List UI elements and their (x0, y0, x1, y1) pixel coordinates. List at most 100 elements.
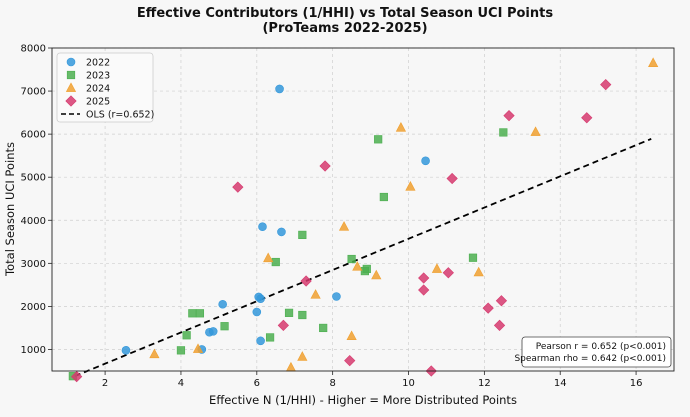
data-point-2024 (530, 126, 541, 136)
data-point-2022 (218, 299, 227, 309)
data-point-2025 (277, 319, 289, 331)
data-point-2024 (405, 181, 416, 191)
data-point-2023 (188, 309, 197, 318)
x-tick-label: 16 (630, 378, 643, 389)
data-point-2022 (258, 222, 267, 232)
data-point-2023 (176, 346, 186, 355)
data-point-2024 (352, 261, 363, 271)
stats-box: Pearson r = 0.652 (p<0.001) Spearman rho… (514, 336, 672, 368)
plot-frame (51, 47, 675, 372)
data-point-2025 (581, 112, 593, 124)
data-point-2025 (446, 172, 458, 185)
legend-label: 2023 (86, 71, 110, 82)
data-point-2023 (319, 323, 328, 333)
chart-title: Effective Contributors (1/HHI) vs Total … (137, 6, 553, 21)
data-point-2025 (418, 284, 430, 296)
y-tick-label: 1000 (21, 345, 46, 356)
chart-subtitle: (ProTeams 2022-2025) (262, 21, 427, 36)
data-point-2023 (298, 310, 307, 320)
y-tick-label: 7000 (21, 87, 46, 98)
data-point-2024 (473, 266, 484, 277)
legend-label: 2025 (86, 97, 110, 108)
legend-label: 2024 (86, 84, 110, 95)
data-point-2025 (300, 275, 312, 287)
y-axis-label: Total Season UCI Points (3, 142, 17, 277)
legend-marker-2024 (65, 82, 77, 92)
stats-box-frame (521, 336, 672, 368)
data-point-2024 (310, 289, 321, 299)
data-point-2023 (374, 135, 383, 144)
y-tick-label: 3000 (21, 259, 46, 270)
data-point-2024 (263, 252, 274, 263)
data-point-2023 (265, 333, 275, 342)
data-point-2025 (71, 370, 83, 383)
data-point-2025 (442, 267, 454, 279)
data-point-2024 (431, 263, 443, 273)
x-tick-label: 8 (329, 378, 335, 389)
x-tick-label: 4 (178, 378, 184, 389)
legend-label: 2022 (86, 58, 110, 69)
legend-label: OLS (r=0.652) (86, 110, 154, 121)
grid-lines (52, 47, 674, 371)
data-point-2023 (195, 309, 205, 318)
spearman-stat: Spearman rho = 0.642 (p<0.001) (514, 354, 666, 364)
data-point-2025 (600, 78, 612, 91)
data-point-2023 (298, 230, 307, 240)
data-point-2022 (252, 307, 262, 317)
data-point-2023 (347, 254, 356, 264)
legend-marker-2022 (66, 57, 76, 67)
data-point-2025 (232, 181, 244, 193)
data-point-2023 (284, 308, 294, 317)
y-tick-label: 4000 (21, 216, 46, 227)
x-tick-label: 2 (102, 378, 108, 389)
y-tick-label: 6000 (21, 130, 46, 141)
data-point-2024 (648, 57, 659, 67)
y-tick-label: 5000 (21, 173, 46, 184)
data-point-2025 (503, 109, 515, 122)
axis-ticks: 2 4 6 8 10 12 14 16 1000 2000 3000 4000 5000 6000 7000… (21, 44, 643, 390)
x-axis-label: Effective N (1/HHI) - Higher = More Dist… (209, 393, 517, 407)
data-point-2024 (297, 351, 308, 361)
data-point-2024 (192, 343, 204, 353)
data-point-2022 (277, 227, 286, 237)
data-point-2023 (499, 128, 508, 137)
data-point-2025 (344, 355, 356, 367)
data-point-2024 (338, 221, 350, 231)
data-point-2024 (395, 122, 407, 132)
data-point-2022 (275, 84, 284, 94)
data-point-2025 (495, 295, 508, 307)
plot-area (52, 48, 674, 371)
data-point-2024 (371, 269, 382, 280)
y-tick-label: 2000 (21, 302, 46, 313)
data-points (68, 57, 659, 383)
data-point-2025 (493, 319, 506, 331)
ols-fit-line (74, 138, 652, 378)
data-point-2022 (256, 294, 265, 303)
pearson-stat: Pearson r = 0.652 (p<0.001) (536, 342, 666, 352)
data-point-2023 (360, 266, 369, 276)
legend-marker-2023 (66, 70, 76, 80)
legend: 2022 2023 2024 2025 OLS (r=0.652) (56, 52, 154, 123)
data-point-2024 (346, 330, 357, 341)
y-tick-label: 8000 (21, 44, 46, 55)
data-point-2022 (208, 327, 218, 336)
data-point-2022 (121, 346, 131, 355)
x-tick-label: 12 (478, 378, 491, 389)
x-tick-label: 6 (254, 378, 260, 389)
data-point-2024 (149, 348, 160, 359)
data-point-2022 (421, 156, 430, 166)
data-point-2025 (418, 272, 430, 284)
data-point-2023 (468, 253, 478, 262)
data-point-2025 (319, 160, 331, 172)
data-point-2022 (332, 292, 341, 301)
x-tick-label: 14 (554, 378, 567, 389)
data-point-2023 (220, 322, 229, 331)
data-point-2025 (482, 302, 494, 314)
legend-marker-2025 (65, 95, 77, 107)
x-tick-label: 10 (402, 378, 415, 389)
data-point-2023 (182, 331, 191, 340)
legend-box (56, 52, 154, 123)
data-point-2023 (379, 192, 388, 202)
data-point-2022 (256, 336, 265, 346)
